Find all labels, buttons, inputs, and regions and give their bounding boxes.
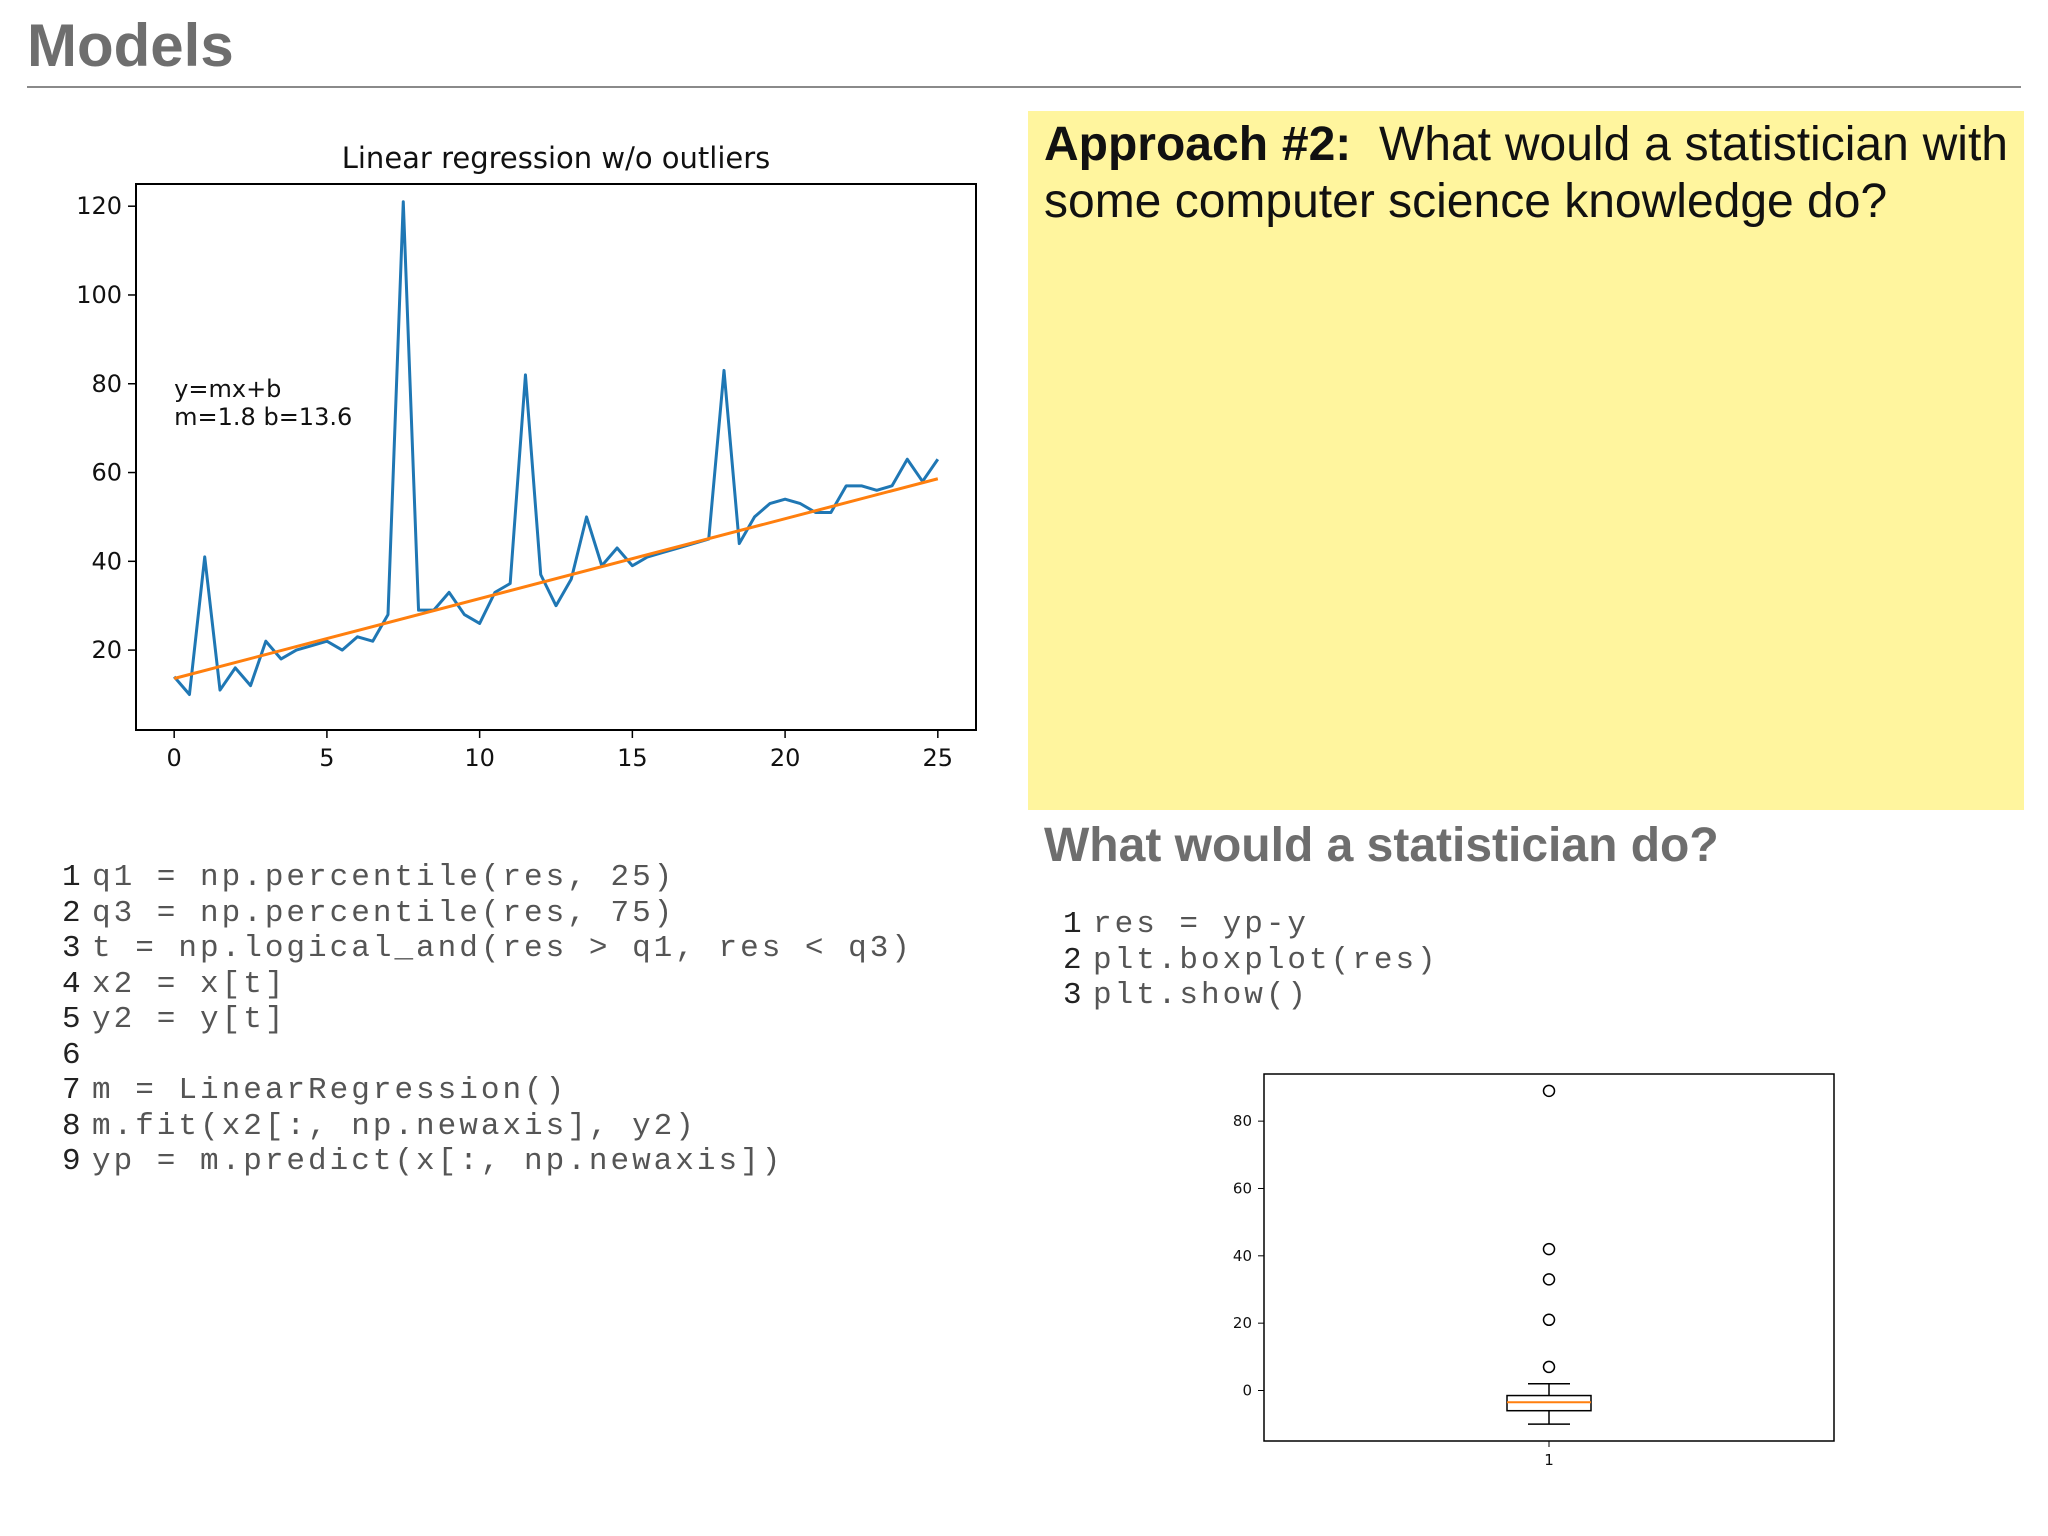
line-number: 1 [62,860,81,895]
regression-chart-svg: Linear regression w/o outliers 0 5 10 15 20 25… [76,141,977,772]
code-text: q1 = np.percentile(res, 25) [92,860,676,895]
code-text: yp = m.predict(x[:, np.newaxis]) [92,1144,784,1179]
code-text: m.fit(x2[:, np.newaxis], y2) [92,1108,697,1144]
boxplot-chart-svg: 0 20 40 60 80 1 [1233,1073,1835,1469]
y-tick-label: 20 [91,636,122,664]
x-tick-label: 25 [923,744,954,772]
y-tick-label: 40 [91,547,122,575]
code-left-line: 1 q1 = np.percentile(res, 25) [62,860,913,896]
x-tick-label: 10 [464,744,495,772]
outlier-point [1542,1084,1556,1098]
outlier-point [1542,1273,1556,1286]
y-tick-label: 20 [1233,1314,1252,1332]
code-left-line: 3 t = np.logical_and(res > q1, res < q3) [62,931,913,967]
code-text: plt.show() [1093,978,1310,1013]
fit-annotation: m=1.8 b=13.6 [174,403,352,431]
line-number: 3 [1063,978,1082,1013]
line-number: 7 [62,1073,81,1108]
line-number: 2 [62,895,81,931]
code-listing-left: 1 q1 = np.percentile(res, 25) 2 q3 = np.per… [62,860,913,1180]
y-tick-label: 40 [1233,1247,1252,1265]
code-listing-right: 1 res = yp-y 2 plt.boxplot(res) 3 plt.show() [1063,907,1439,1014]
code-left-line: 7 m = LinearRegression() [62,1073,913,1109]
slide-title: Models [27,12,234,79]
code-text: m = LinearRegression() [92,1073,568,1108]
code-text: t = np.logical_and(res > q1, res < q3) [92,931,913,966]
code-left-line: 6 [62,1038,913,1074]
code-right-line: 1 res = yp-y [1063,907,1439,943]
code-right-line: 3 plt.show() [1063,978,1439,1014]
line-number: 2 [1063,942,1082,978]
plot-frame [135,183,977,731]
y-tick-label: 100 [76,281,122,309]
y-tick-label: 120 [76,192,122,220]
line-number: 1 [1063,907,1082,942]
x-tick-label: 5 [319,744,334,772]
line-number: 9 [62,1144,81,1179]
y-tick-label: 60 [1233,1179,1252,1197]
outlier-point [1542,1313,1556,1327]
code-left-line: 2 q3 = np.percentile(res, 75) [62,896,913,932]
y-tick-label: 0 [1242,1381,1252,1399]
fit-annotation: y=mx+b [174,375,281,403]
code-right-line: 2 plt.boxplot(res) [1063,943,1439,979]
outlier-point [1542,1242,1556,1256]
code-left-line: 8 m.fit(x2[:, np.newaxis], y2) [62,1109,913,1145]
title-divider [27,86,2021,88]
line-number: 4 [62,966,81,1002]
code-left-line: 4 x2 = x[t] [62,967,913,1003]
approach-text: Approach #2: What would a statistician w… [1044,116,2008,230]
y-tick-label: 80 [1233,1112,1252,1130]
approach-question: What would a statistician with some comp… [1044,118,2008,228]
boxplot-chart: 0 20 40 60 80 1 [1210,1060,1850,1490]
outlier-point [1542,1360,1556,1374]
statistician-heading: What would a statistician do? [1044,819,1719,872]
line-number: 3 [62,931,81,966]
y-tick-label: 80 [91,370,122,398]
code-text: q3 = np.percentile(res, 75) [92,895,676,931]
code-left-line: 9 yp = m.predict(x[:, np.newaxis]) [62,1144,913,1180]
code-left-line: 5 y2 = y[t] [62,1002,913,1038]
line-number: 6 [62,1037,81,1073]
y-tick-label: 60 [91,459,122,487]
x-tick-label: 1 [1544,1451,1554,1469]
x-tick-label: 15 [617,744,648,772]
data-series-line [173,200,940,696]
code-text: y2 = y[t] [92,1002,287,1037]
line-number: 5 [62,1002,81,1037]
code-text: x2 = x[t] [92,966,287,1002]
code-text: res = yp-y [1093,907,1310,942]
x-tick-label: 0 [167,744,182,772]
approach-label: Approach #2: [1044,118,1352,171]
approach-callout: Approach #2: What would a statistician w… [1028,111,2024,810]
chart-title: Linear regression w/o outliers [342,141,771,175]
regression-chart: Linear regression w/o outliers 0 5 10 15 20 25… [50,130,1000,790]
x-tick-label: 20 [770,744,801,772]
code-text: plt.boxplot(res) [1093,942,1439,978]
regression-fit-line [173,477,939,680]
line-number: 8 [62,1108,81,1144]
